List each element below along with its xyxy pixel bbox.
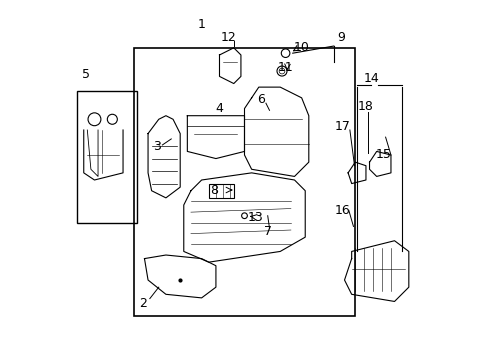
Bar bbox=[77, 91, 137, 223]
Bar bbox=[208, 184, 233, 198]
Text: 2: 2 bbox=[139, 297, 146, 310]
Text: 9: 9 bbox=[336, 31, 344, 44]
Text: 7: 7 bbox=[263, 225, 271, 238]
Text: 5: 5 bbox=[81, 68, 89, 81]
Text: 8: 8 bbox=[210, 184, 218, 197]
Text: 4: 4 bbox=[215, 102, 223, 115]
Text: 12: 12 bbox=[220, 31, 236, 44]
Text: 18: 18 bbox=[357, 100, 373, 113]
Bar bbox=[134, 48, 354, 316]
Text: 15: 15 bbox=[375, 148, 391, 162]
Text: 6: 6 bbox=[256, 93, 264, 106]
Text: 14: 14 bbox=[363, 72, 378, 85]
Text: 13: 13 bbox=[247, 211, 263, 224]
Text: 3: 3 bbox=[153, 140, 161, 153]
Text: 16: 16 bbox=[334, 204, 350, 217]
Text: 17: 17 bbox=[334, 120, 350, 133]
Text: 11: 11 bbox=[277, 61, 293, 74]
Text: 10: 10 bbox=[293, 41, 309, 54]
Text: 1: 1 bbox=[197, 18, 205, 31]
